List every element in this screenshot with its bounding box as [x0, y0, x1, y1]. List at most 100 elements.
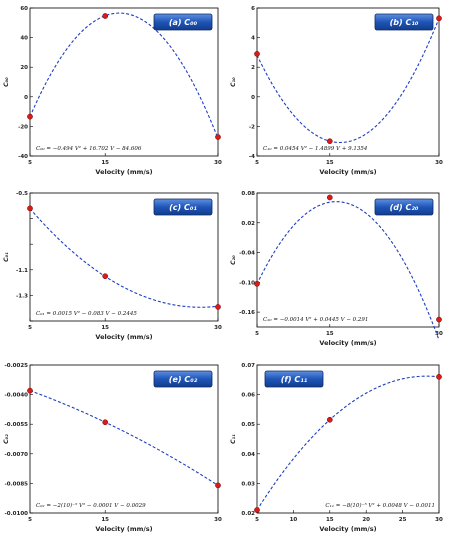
fit-curve [29, 390, 219, 486]
x-tick-label: 5 [28, 160, 32, 166]
y-tick-label: 0 [251, 95, 255, 101]
x-tick-label: 15 [326, 160, 334, 166]
fit-equation: C₁₁ = −8(10)⁻⁵ V² + 0.0048 V − 0.0011 [325, 502, 435, 509]
y-tick-label: 20 [20, 65, 28, 71]
y-tick-label: 0.05 [241, 422, 255, 428]
y-tick-label: 0.02 [241, 511, 255, 517]
fit-equation: C₀₁ = 0.0015 V² − 0.083 V − 0.2445 [36, 310, 137, 317]
x-tick-label: 15 [326, 331, 334, 337]
fit-equation: C₂₀ = −0.0014 V² + 0.0445 V − 0.291 [263, 316, 368, 323]
data-point [254, 280, 260, 287]
plot-frame [29, 364, 219, 514]
plot-frame [256, 192, 440, 328]
y-tick-label: -0.0040 [4, 393, 28, 399]
y-tick-label: -4 [249, 154, 255, 160]
y-tick-label: -0.16 [239, 310, 255, 316]
x-tick-label: 15 [101, 160, 109, 166]
y-tick-label: 0.03 [241, 481, 255, 487]
fit-curve [29, 208, 219, 308]
x-tick-label: 10 [290, 517, 298, 523]
panel-badge [374, 13, 434, 31]
y-axis-label: C₁₀ [230, 77, 237, 87]
x-axis-label: Velocity (mm/s) [319, 168, 376, 176]
y-tick-label: 0.06 [241, 393, 255, 399]
y-tick-label: -20 [18, 124, 28, 130]
chart-panel-6: 5 10 15 20 25 30 0.02 0.03 0.04 0.05 0.06 0.07 Veloc… [230, 363, 443, 533]
x-tick-label: 5 [255, 160, 259, 166]
y-axis-label: C₀₀ [3, 77, 10, 87]
panel-badge-label: (e) C₀₂ [169, 375, 198, 384]
panel-badge [153, 198, 213, 216]
plot-frame [256, 364, 440, 514]
y-tick-label: -2 [249, 124, 255, 130]
data-point [102, 13, 109, 19]
y-tick-label: 6 [251, 6, 255, 12]
plot-frame [256, 7, 440, 157]
x-axis-label: Velocity (mm/s) [319, 525, 376, 533]
y-tick-label: 4 [251, 36, 255, 42]
y-tick-label: -0.0070 [4, 452, 28, 458]
x-tick-label: 5 [28, 325, 32, 331]
data-point [27, 113, 33, 120]
x-tick-label: 30 [214, 160, 222, 166]
panel-badge [153, 13, 213, 31]
y-axis-label: C₀₂ [3, 434, 10, 444]
y-tick-label: -0.0100 [4, 511, 28, 517]
data-point [254, 51, 260, 57]
x-tick-label: 30 [435, 517, 443, 523]
y-tick-label: -0.0055 [4, 422, 28, 428]
panel-badge [374, 198, 434, 216]
data-point [326, 416, 333, 423]
y-tick-label: 0.04 [241, 452, 255, 458]
data-point [102, 419, 109, 426]
y-tick-label: 60 [20, 6, 28, 12]
chart-panel-4: 5 15 30 -0.16 -0.10 -0.04 0.02 0.08 Velocity (mm… [230, 191, 443, 347]
data-point [27, 205, 33, 212]
y-tick-label: 40 [20, 36, 28, 42]
x-tick-label: 15 [101, 325, 109, 331]
y-tick-label: -1.3 [16, 293, 28, 299]
chart-panel-2: 5 15 30 -4 -2 0 2 4 6 Velocity (mm/s) C₁₀ (b) C₁₀ C₁… [230, 6, 443, 176]
x-tick-label: 5 [255, 331, 259, 337]
fit-curve [29, 12, 219, 139]
fit-curve [256, 18, 440, 144]
chart-panel-3: 5 15 30 -1.3 -1.1 -0.5 Velocity (mm/s) C₀₁ (c) C… [3, 191, 222, 341]
x-tick-label: 25 [399, 517, 407, 523]
fit-curve [256, 201, 440, 341]
panel-badge-label: (f) C₁₁ [281, 375, 308, 384]
chart-panel-5: 5 15 30 -0.0100 -0.0085 -0.0070 -0.0055 -0.0040… [3, 363, 222, 533]
x-tick-label: 5 [255, 517, 259, 523]
x-axis-label: Velocity (mm/s) [95, 168, 152, 176]
x-axis-label: Velocity (mm/s) [95, 525, 152, 533]
data-point [215, 134, 221, 140]
y-tick-label: 0.07 [241, 363, 255, 369]
fit-equation: C₀₂ = −2(10)⁻⁵ V² − 0.0001 V − 0.0029 [36, 502, 146, 509]
x-tick-label: 15 [326, 517, 334, 523]
y-tick-label: 0 [24, 95, 28, 101]
plot-frame [29, 192, 219, 322]
panel-badge-label: (a) C₀₀ [169, 18, 198, 27]
y-tick-label: 2 [251, 65, 255, 71]
data-point [436, 15, 442, 22]
y-tick-label: 0.02 [241, 221, 255, 227]
data-point [436, 316, 442, 323]
y-tick-label: -40 [18, 154, 28, 160]
data-point [215, 482, 221, 489]
data-point [27, 387, 33, 394]
data-point [215, 304, 221, 310]
x-tick-label: 30 [435, 160, 443, 166]
data-point [326, 138, 333, 145]
y-axis-label: C₁₁ [230, 434, 237, 444]
y-tick-label: -0.04 [239, 251, 255, 257]
x-tick-label: 15 [101, 517, 109, 523]
plot-frame [29, 7, 219, 157]
data-point [254, 507, 260, 513]
x-tick-label: 20 [362, 517, 370, 523]
fit-equation: C₀₀ = −0.494 V² + 16.702 V − 84.606 [36, 145, 142, 152]
y-tick-label: 0.08 [241, 191, 255, 197]
x-axis-label: Velocity (mm/s) [319, 339, 376, 347]
fit-equation: C₁₀ = 0.0454 V² − 1.4899 V + 9.1354 [263, 145, 368, 152]
y-tick-label: -0.5 [16, 191, 28, 197]
x-axis-label: Velocity (mm/s) [95, 333, 152, 341]
